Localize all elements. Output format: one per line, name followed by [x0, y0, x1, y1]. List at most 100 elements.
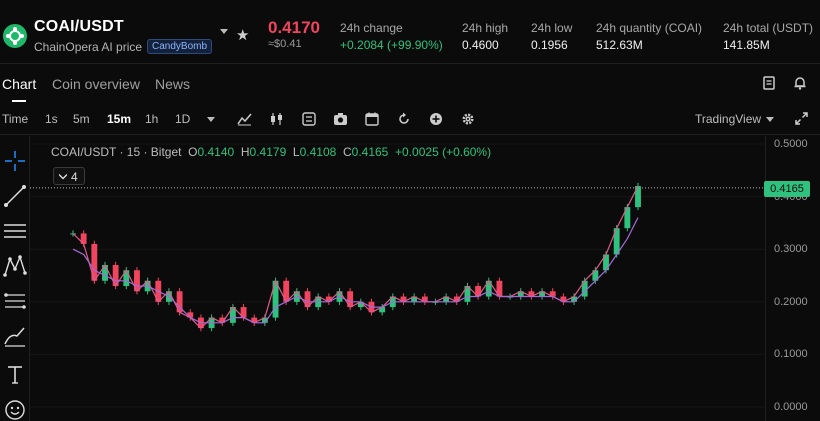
- indicators-icon[interactable]: [237, 112, 252, 126]
- market-header: COAI/USDT ChainOpera AI price CandyBomb …: [0, 0, 820, 64]
- chart-legend: COAI/USDT · 15 · Bitget O0.4140 H0.4179 …: [51, 145, 491, 159]
- stat-value-low: 0.1956: [531, 38, 568, 52]
- stat-value-change: +0.2084 (+99.90%): [340, 38, 443, 52]
- legend-open: 0.4140: [197, 145, 235, 159]
- interval-1h[interactable]: 1h: [145, 112, 159, 126]
- active-tab-indicator: [12, 100, 26, 102]
- candle-body: [475, 286, 482, 297]
- promo-tag[interactable]: CandyBomb: [147, 39, 213, 54]
- candle-body: [443, 296, 450, 302]
- interval-1s[interactable]: 1s: [45, 112, 58, 126]
- pattern-icon[interactable]: [2, 253, 28, 279]
- candlestick-chart[interactable]: [30, 136, 765, 421]
- candle-body: [603, 254, 609, 271]
- price-usd: ≈$0.41: [268, 38, 302, 50]
- candle-body: [240, 307, 247, 318]
- camera-icon[interactable]: [333, 112, 348, 126]
- time-label[interactable]: Time: [2, 112, 29, 126]
- legend-close-label: C: [342, 145, 352, 159]
- compare-icon[interactable]: [302, 112, 316, 126]
- tab-coin-overview[interactable]: Coin overview: [52, 76, 140, 92]
- indicator-count: 4: [71, 170, 78, 184]
- legend-high: 0.4179: [249, 145, 287, 159]
- candle-body: [464, 286, 471, 302]
- candle-body: [379, 307, 386, 313]
- chevron-down-icon: [59, 174, 67, 180]
- candle-body: [176, 291, 183, 313]
- candle-body: [528, 291, 535, 297]
- candle-body: [91, 243, 98, 281]
- crosshair-icon[interactable]: [2, 148, 28, 174]
- favorite-star-icon[interactable]: ★: [236, 27, 250, 44]
- gear-icon[interactable]: [461, 112, 475, 126]
- view-dropdown-icon[interactable]: [766, 117, 774, 123]
- stat-label-quantity: 24h quantity (COAI): [596, 21, 703, 35]
- last-price: 0.4170: [268, 18, 320, 37]
- text-tool-icon[interactable]: [2, 362, 28, 388]
- interval-dropdown-icon[interactable]: [207, 117, 215, 123]
- stat-value-quantity: 512.63M: [596, 38, 643, 52]
- candle-body: [539, 291, 545, 297]
- stat-label-total: 24h total (USDT): [723, 21, 814, 35]
- trend-line-icon[interactable]: [2, 183, 28, 209]
- candle-body: [219, 317, 226, 323]
- price-chart[interactable]: [30, 136, 765, 421]
- fibonacci-icon[interactable]: [2, 288, 28, 314]
- legend-change: +0.0025 (+0.60%): [395, 145, 492, 159]
- drawing-toolbar: [0, 136, 30, 421]
- candle-body: [229, 307, 236, 323]
- stat-value-high: 0.4600: [462, 38, 499, 52]
- coin-logo: [3, 24, 27, 48]
- tradingview-select[interactable]: TradingView: [695, 112, 762, 126]
- candle-body: [325, 296, 332, 302]
- last-price-label: 0.4165: [764, 181, 810, 197]
- candle-body: [400, 296, 407, 302]
- price-tick: 0.2000: [774, 296, 808, 308]
- calendar-icon[interactable]: [365, 112, 379, 126]
- stat-label-change: 24h change: [340, 21, 403, 35]
- candle-body: [496, 280, 503, 297]
- candle-body: [261, 317, 268, 323]
- stat-value-total: 141.85M: [723, 38, 770, 52]
- candle-type-icon[interactable]: [269, 112, 284, 126]
- candle-body: [571, 296, 577, 302]
- legend-low: 0.4108: [299, 145, 337, 159]
- interval-5m[interactable]: 5m: [73, 112, 90, 126]
- price-tick: 0.5000: [774, 138, 808, 150]
- tab-chart[interactable]: Chart: [2, 76, 37, 92]
- price-tick: 0.0000: [774, 401, 808, 413]
- fullscreen-icon[interactable]: [795, 112, 808, 125]
- legend-high-label: H: [240, 145, 250, 159]
- chevron-down-icon[interactable]: [220, 29, 228, 35]
- horizontal-lines-icon[interactable]: [2, 218, 28, 244]
- price-tick: 0.3000: [774, 243, 808, 255]
- candle-body: [613, 228, 620, 255]
- tab-news[interactable]: News: [155, 76, 191, 92]
- chart-toolbar: Time 1s 5m 15m 1h 1D TradingView: [0, 104, 820, 135]
- series-line: [72, 217, 639, 324]
- candle-body: [411, 296, 418, 302]
- document-icon[interactable]: [762, 76, 776, 90]
- brush-icon[interactable]: [2, 323, 28, 349]
- interval-15m[interactable]: 15m: [107, 112, 132, 126]
- legend-close: 0.4165: [351, 145, 389, 159]
- pair-title[interactable]: COAI/USDT: [34, 18, 124, 35]
- coin-name: ChainOpera AI price: [34, 40, 143, 54]
- add-circle-icon[interactable]: [429, 112, 443, 126]
- candle-body: [251, 317, 258, 323]
- candle-body: [560, 296, 567, 302]
- replay-icon[interactable]: [397, 112, 411, 126]
- candle-body: [635, 186, 641, 208]
- price-axis[interactable]: 0.5000 0.4000 0.3000 0.2000 0.1000 0.000…: [765, 136, 820, 421]
- emoji-icon[interactable]: [2, 397, 28, 421]
- stat-label-low: 24h low: [531, 21, 573, 35]
- candle-body: [549, 291, 556, 297]
- legend-low-label: L: [292, 145, 300, 159]
- section-tabs: Chart Coin overview News: [0, 64, 820, 104]
- candle-body: [485, 280, 492, 297]
- candle-body: [517, 291, 524, 297]
- candle-body: [123, 270, 130, 287]
- alert-bell-icon[interactable]: [793, 76, 807, 90]
- indicator-toggle[interactable]: 4: [53, 167, 85, 185]
- interval-1d[interactable]: 1D: [175, 112, 191, 126]
